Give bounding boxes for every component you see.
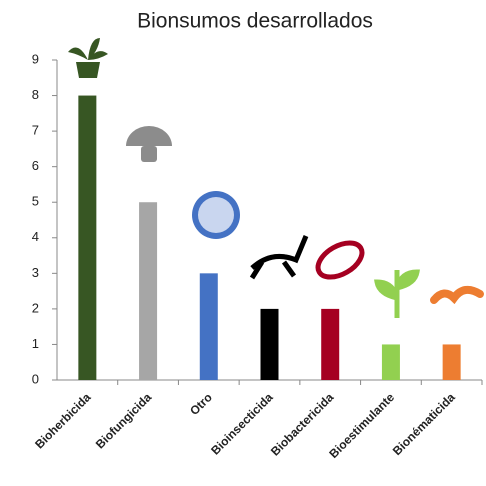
x-tick-label: Bioherbicida — [32, 390, 94, 452]
icons — [68, 38, 484, 318]
icon-mushroom — [126, 126, 172, 146]
x-tick-label: Biofungicida — [93, 390, 155, 452]
y-tick-label: 5 — [32, 194, 39, 209]
icon-petri-inner — [198, 197, 234, 233]
icon-plant — [68, 38, 108, 60]
x-tick-label: Bioinsecticida — [208, 390, 276, 458]
x-tick-label: Biobactericida — [268, 390, 337, 459]
y-tick-label: 1 — [32, 336, 39, 351]
icon-bacteria — [315, 240, 365, 280]
x-tick-label: Otro — [187, 390, 215, 418]
icon-pot — [76, 62, 100, 78]
x-tick-label: Bioestimulante — [326, 390, 397, 461]
y-tick-label: 4 — [32, 229, 39, 244]
y-tick-label: 3 — [32, 265, 39, 280]
bar — [139, 202, 158, 380]
icon-sprout — [374, 269, 420, 318]
y-tick-label: 0 — [32, 371, 39, 386]
y-tick-label: 9 — [32, 51, 39, 66]
bar — [321, 308, 340, 380]
chart-title: Bionsumos desarrollados — [137, 10, 373, 33]
bar — [260, 308, 279, 380]
icon-cricket — [249, 235, 309, 280]
y-tick-label: 7 — [32, 123, 39, 138]
bar — [78, 95, 97, 381]
bar — [199, 273, 218, 380]
bar — [442, 344, 461, 380]
y-tick-label: 2 — [32, 300, 39, 315]
bar — [381, 344, 400, 380]
icon-stem — [141, 146, 157, 162]
x-tick-label: Bionématicida — [390, 390, 458, 458]
icon-worm — [430, 285, 484, 305]
y-tick-label: 8 — [32, 87, 39, 102]
y-tick-label: 6 — [32, 158, 39, 173]
